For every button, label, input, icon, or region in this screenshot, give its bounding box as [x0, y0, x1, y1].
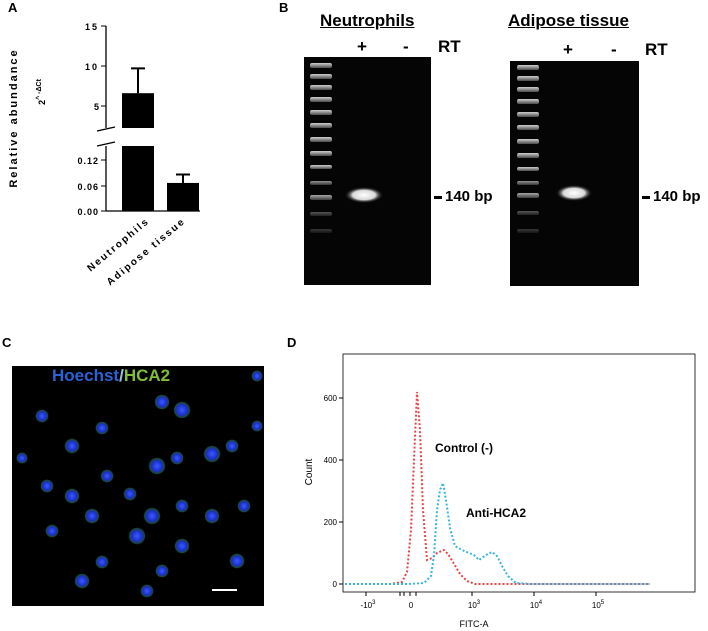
axis-break-mark	[96, 141, 116, 147]
x-tick-label: 103	[468, 600, 481, 610]
gel-title: Neutrophils	[320, 11, 415, 30]
y-tick-label: 600	[324, 394, 338, 403]
tick-label: 0.00	[77, 207, 99, 217]
y-axis-label: Count	[304, 458, 315, 485]
cell-nucleus	[170, 451, 184, 465]
microscopy-image: Hoechst/HCA2	[12, 366, 264, 606]
cell-nucleus	[84, 508, 100, 524]
cell-nucleus	[225, 439, 239, 453]
flow-histogram: 0 200 400 600 Count -103 0 103 104 105 F…	[304, 353, 696, 629]
axis-break-mark	[96, 126, 116, 132]
y-tick-label: 400	[324, 456, 338, 465]
tick-label: 10	[85, 62, 99, 72]
bar-neutrophils-upper	[122, 93, 154, 128]
dna-ladder	[517, 65, 539, 233]
y-tick-label: 0	[333, 580, 338, 589]
cell-nucleus	[95, 555, 109, 569]
x-axis-label: FITC-A	[460, 619, 489, 629]
cell-nucleus	[237, 499, 251, 513]
y-axis-label: Relative abundance	[8, 48, 20, 187]
cell-nucleus	[175, 499, 189, 513]
pcr-band	[345, 187, 383, 203]
tick-label: 0.06	[77, 182, 99, 192]
lane-label-plus: +	[563, 40, 573, 59]
cell-nucleus	[251, 370, 263, 382]
x-tick-label: 0	[409, 601, 414, 610]
gel-bands	[310, 63, 383, 233]
y-ticks: 0 200 400 600	[324, 394, 343, 589]
cell-nucleus	[64, 488, 80, 504]
svg-text:2^ -ΔCt: 2^ -ΔCt	[35, 78, 47, 104]
cell-nucleus	[35, 409, 49, 423]
lower-ticks: 0.12 0.06 0.00	[77, 156, 106, 217]
tick-label: 0.12	[77, 156, 99, 166]
band-size-label: 140 bp	[434, 188, 493, 205]
x-tick-label: 104	[530, 600, 543, 610]
y-axis-sublabel: 2^ -ΔCt	[35, 78, 47, 104]
upper-ticks: 15 10 5	[85, 22, 106, 112]
cell-nucleus	[154, 394, 170, 410]
cell-nucleus	[64, 438, 80, 454]
rt-label: RT	[438, 37, 461, 56]
dna-ladder	[310, 63, 332, 233]
cell-nucleus	[204, 508, 220, 524]
bar-neutrophils-lower	[122, 146, 154, 211]
gel-bands	[517, 65, 592, 233]
control-curve	[345, 391, 650, 585]
cell-nucleus	[140, 584, 154, 598]
cell-nucleus	[174, 538, 190, 554]
x-tick-label: 105	[592, 600, 605, 610]
pcr-band	[556, 185, 592, 201]
cell-nucleus	[143, 507, 161, 525]
cell-nucleus	[128, 527, 146, 545]
cell-nucleus	[251, 420, 263, 432]
cell-nucleus	[100, 469, 114, 483]
plot-frame	[342, 353, 696, 593]
annotation-anti-hca2: Anti-HCA2	[466, 506, 526, 520]
band-size-label: 140 bp	[642, 188, 701, 205]
panel-letter-b: B	[279, 0, 289, 15]
error-bar	[176, 173, 190, 183]
category-label: Neutrophils	[85, 216, 151, 274]
gel-title: Adipose tissue	[508, 11, 629, 30]
bars-group	[122, 67, 199, 211]
cell-nuclei	[16, 370, 263, 598]
bar-adipose-tissue	[167, 182, 199, 211]
gel-image-neutrophils	[304, 57, 431, 285]
anti-hca2-curve	[345, 479, 650, 585]
cell-nucleus	[45, 524, 59, 538]
cell-nucleus	[74, 573, 90, 589]
lane-label-plus: +	[357, 37, 367, 56]
cells	[16, 370, 263, 598]
rt-label: RT	[645, 40, 668, 59]
cell-nucleus	[173, 401, 191, 419]
cell-nucleus	[95, 421, 109, 435]
x-ticks: -103 0 103 104 105	[361, 592, 605, 610]
x-tick-label: -103	[361, 600, 377, 610]
tick-label: 5	[94, 102, 99, 112]
cell-nucleus	[148, 457, 166, 475]
tick-label: 15	[85, 22, 99, 32]
cell-nucleus	[16, 452, 28, 464]
cell-nucleus	[40, 479, 54, 493]
panel-letter-d: D	[287, 335, 297, 350]
bar-chart-a: Relative abundance 2^ -ΔCt 15 10 5 0.12 …	[8, 22, 200, 288]
cell-nucleus	[203, 445, 221, 463]
cell-nucleus	[155, 564, 169, 578]
panel-letter-a: A	[8, 0, 18, 15]
lane-label-minus: -	[611, 40, 617, 59]
stain-legend: Hoechst/HCA2	[52, 366, 171, 385]
lane-label-minus: -	[403, 37, 409, 56]
gel-image-adipose	[510, 61, 639, 286]
panel-letter-c: C	[2, 335, 12, 350]
cell-nucleus	[123, 487, 137, 501]
annotation-control: Control (-)	[435, 441, 493, 455]
cell-nucleus	[229, 553, 245, 569]
scale-bar	[212, 589, 237, 591]
error-bar	[131, 67, 145, 94]
y-tick-label: 200	[324, 518, 338, 527]
